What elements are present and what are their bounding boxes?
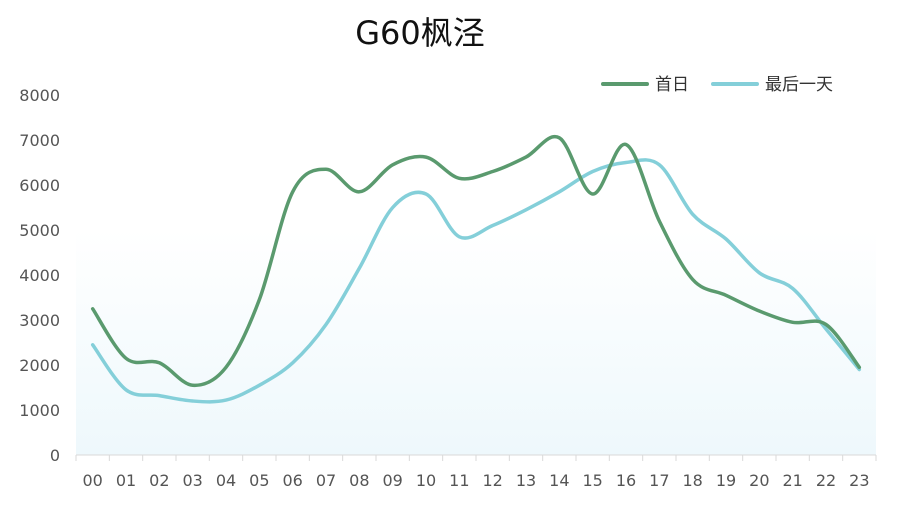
series-line-last-day xyxy=(90,158,862,404)
x-tick-label: 19 xyxy=(716,471,736,490)
series-line-first-day xyxy=(90,134,862,388)
x-tick-label: 00 xyxy=(82,471,102,490)
x-axis-ticks: 00 01 02 03 04 05 06 07 08 09 10 11 12 13 14 15 16 17 18 19… xyxy=(75,455,877,490)
y-tick-label: 4000 xyxy=(19,266,60,285)
x-tick-label: 06 xyxy=(282,471,302,490)
y-tick-label: 7000 xyxy=(19,131,60,150)
x-tick-label: 15 xyxy=(582,471,602,490)
x-tick-label: 02 xyxy=(149,471,169,490)
x-tick-label: 01 xyxy=(116,471,136,490)
x-tick-label: 07 xyxy=(316,471,336,490)
x-tick-label: 21 xyxy=(782,471,802,490)
y-axis-ticks: 0 1000 2000 3000 4000 5000 6000 7000 8000 xyxy=(19,86,60,465)
x-tick-label: 04 xyxy=(216,471,236,490)
x-tick-label: 05 xyxy=(249,471,269,490)
x-tick-label: 17 xyxy=(649,471,669,490)
x-tick-label: 22 xyxy=(816,471,836,490)
y-tick-label: 5000 xyxy=(19,221,60,240)
x-tick-label: 11 xyxy=(449,471,469,490)
x-tick-label: 03 xyxy=(182,471,202,490)
series-layer xyxy=(90,134,862,404)
x-tick-label: 18 xyxy=(682,471,702,490)
chart-title: G60枫泾 xyxy=(355,14,485,52)
plot-background xyxy=(76,230,876,455)
x-tick-label: 16 xyxy=(616,471,636,490)
y-tick-label: 2000 xyxy=(19,356,60,375)
y-tick-label: 0 xyxy=(50,446,60,465)
y-tick-label: 6000 xyxy=(19,176,60,195)
y-tick-label: 3000 xyxy=(19,311,60,330)
x-tick-label: 08 xyxy=(349,471,369,490)
x-tick-label: 20 xyxy=(749,471,769,490)
x-tick-label: 10 xyxy=(416,471,436,490)
x-tick-label: 14 xyxy=(549,471,569,490)
x-tick-label: 23 xyxy=(849,471,869,490)
y-tick-label: 8000 xyxy=(19,86,60,105)
y-tick-label: 1000 xyxy=(19,401,60,420)
legend-label: 最后一天 xyxy=(765,75,833,95)
legend: 首日 最后一天 xyxy=(601,75,833,95)
x-tick-label: 12 xyxy=(482,471,502,490)
legend-label: 首日 xyxy=(655,75,689,95)
x-tick-label: 09 xyxy=(382,471,402,490)
x-tick-label: 13 xyxy=(516,471,536,490)
